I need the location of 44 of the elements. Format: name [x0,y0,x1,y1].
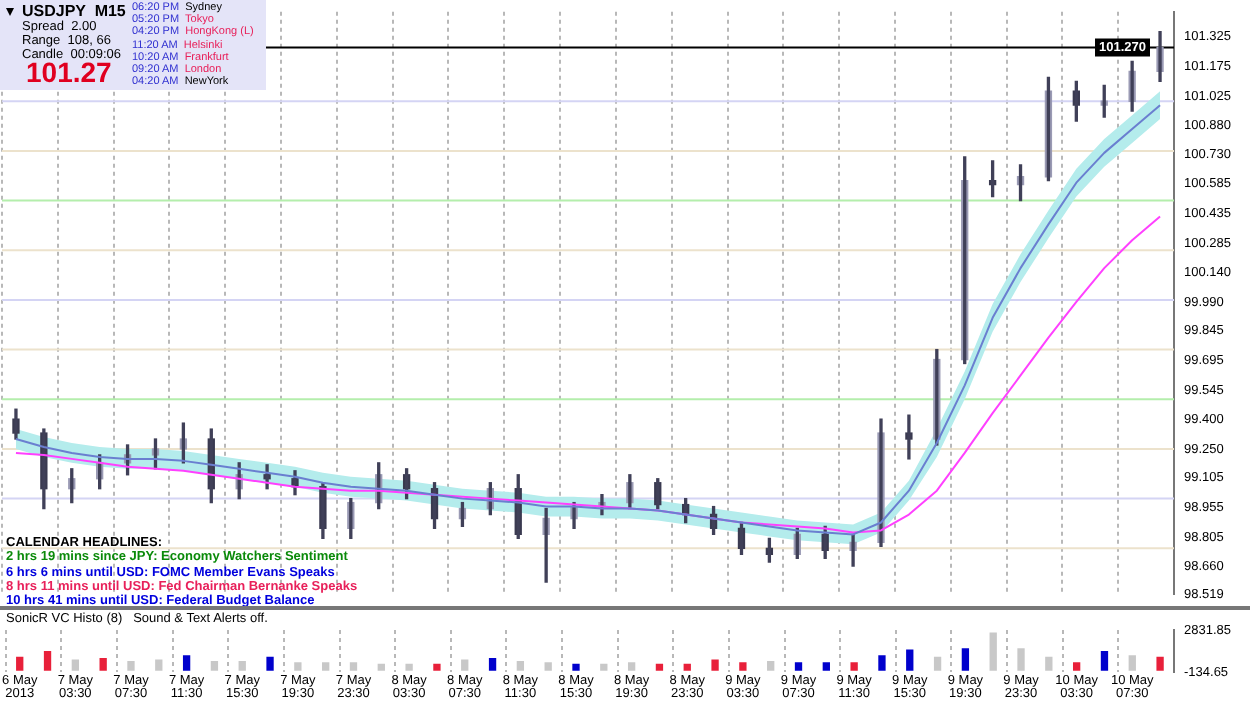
bar [572,663,580,671]
bar [322,662,330,671]
annotation: 101.27 [26,56,112,88]
bar [155,659,163,671]
bar [878,655,886,671]
bar [99,658,107,671]
bar [906,649,914,671]
bar [739,662,747,671]
bar [127,660,135,671]
bar [822,662,830,671]
bar [488,658,497,671]
bar [238,660,246,671]
bar [1156,656,1164,671]
bar [1045,656,1053,671]
bar [349,662,358,671]
bar [933,656,942,671]
bar [71,659,80,671]
bar [989,632,997,671]
bar [683,663,691,671]
bar [1100,651,1109,671]
bar [627,662,636,671]
bar [655,663,664,671]
bar [377,663,385,671]
bar [1128,655,1136,671]
bar [1072,662,1081,671]
bar [43,651,52,671]
bar [433,663,441,671]
bar [182,655,191,671]
bar [544,662,552,671]
bar [767,660,775,671]
bar [461,659,469,671]
bar [16,656,24,671]
annotation: USDJPY M15 [22,2,126,20]
bar [711,659,719,671]
bar [210,660,219,671]
bar [405,663,413,671]
bar [266,656,274,671]
bar [961,648,970,671]
bar [850,662,858,671]
bar [794,662,803,671]
bar [516,660,525,671]
bar [294,662,302,671]
bar [1017,648,1025,671]
bar [600,663,608,671]
